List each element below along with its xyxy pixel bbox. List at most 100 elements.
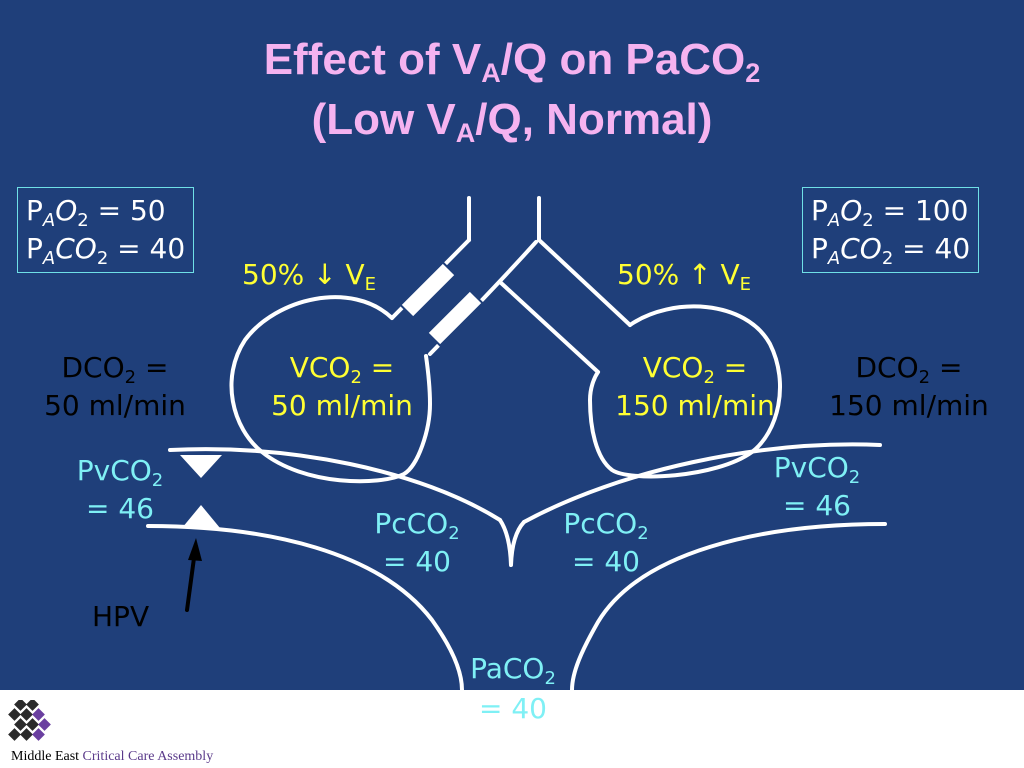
ventilation-text: 50% ↑ V	[617, 258, 740, 291]
ventilation-subscript: E	[739, 274, 752, 295]
vco2-symbol: VCO	[642, 351, 704, 384]
equals-sign: =	[136, 351, 169, 384]
right-airway-outer	[537, 238, 632, 327]
title-text: /Q on PaCO	[500, 35, 746, 84]
right-airway-inner	[498, 280, 600, 374]
right-ventilation-label: 50% ↑ VE	[617, 256, 751, 294]
right-alveolar-gas-box: PAO2 = 100 PACO2 = 40	[802, 187, 980, 273]
constriction-bar-upper	[399, 261, 457, 319]
dco2-symbol: DCO	[855, 351, 919, 384]
left-alveolar-gas-box: PAO2 = 50 PACO2 = 40	[17, 187, 195, 273]
dco2-subscript: 2	[918, 367, 931, 388]
alveolar-subscript: A	[827, 210, 841, 231]
right-alveolus	[588, 304, 782, 479]
alveolar-subscript: A	[42, 248, 56, 269]
pcco2-subscript: 2	[448, 523, 460, 544]
title-subscript: 2	[745, 58, 761, 88]
pvco2-value: = 46	[86, 492, 154, 525]
left-dco2-label: DCO2 = 50 ml/min	[20, 349, 210, 425]
title-text: Effect of V	[263, 35, 482, 84]
hpv-arrow-icon	[185, 538, 202, 612]
ventilation-text: 50% ↓ V	[242, 258, 365, 291]
left-capillary-bottom	[146, 524, 464, 690]
alveolar-subscript: A	[827, 248, 841, 269]
title-text: (Low V	[311, 95, 456, 144]
pcco2-symbol: PcCO	[374, 507, 449, 540]
title-subscript: A	[481, 58, 501, 88]
dco2-symbol: DCO	[61, 351, 125, 384]
hpv-label: HPV	[92, 600, 150, 633]
vco2-value: 150 ml/min	[615, 389, 775, 422]
equals-sign: =	[930, 351, 963, 384]
gas-value: = 100	[873, 194, 969, 227]
pressure-symbol: P	[811, 232, 828, 265]
gas-symbol: CO	[55, 232, 97, 265]
left-vco2-label: VCO2 = 50 ml/min	[252, 349, 432, 425]
paco2-symbol: PaCO	[470, 652, 545, 685]
gas-subscript: 2	[881, 248, 894, 269]
gas-value: = 40	[893, 232, 971, 265]
right-capillary-bottom	[570, 522, 887, 690]
slide-title-line2: (Low VA/Q, Normal)	[0, 94, 1024, 148]
pcco2-value: = 40	[383, 545, 451, 578]
left-capillary-top	[168, 447, 502, 522]
pvco2-symbol: PvCO	[773, 451, 849, 484]
alveolar-subscript: A	[42, 210, 56, 231]
gas-value: = 50	[88, 194, 166, 227]
ventilation-subscript: E	[364, 274, 377, 295]
organization-logo-icon	[8, 700, 51, 741]
gas-subscript: 2	[862, 210, 874, 231]
vco2-value: 50 ml/min	[271, 389, 413, 422]
pressure-symbol: P	[26, 194, 43, 227]
title-subscript: A	[455, 118, 476, 148]
vasoconstriction-triangle-lower	[182, 505, 220, 528]
dco2-subscript: 2	[124, 367, 137, 388]
paco2-subscript: 2	[544, 668, 556, 689]
vasoconstriction-triangle-upper	[180, 455, 222, 478]
left-pcco2-label: PcCO2 = 40	[352, 505, 482, 581]
vco2-subscript: 2	[703, 367, 715, 388]
slide-background: Effect of VA/Q on PaCO2 (Low VA/Q, Norma…	[0, 0, 1024, 690]
paco2-value: = 40	[479, 692, 547, 725]
organization-name: Middle East Critical Care Assembly	[11, 749, 213, 765]
slide-footer	[0, 690, 1024, 768]
pvco2-value: = 46	[783, 489, 851, 522]
gas-value: = 40	[108, 232, 186, 265]
left-alveolus	[229, 295, 432, 484]
right-vco2-label: VCO2 = 150 ml/min	[602, 349, 788, 425]
slide-title-line1: Effect of VA/Q on PaCO2	[0, 34, 1024, 88]
vco2-symbol: VCO	[289, 351, 351, 384]
right-pvco2-label: PvCO2 = 46	[752, 449, 882, 525]
right-pcco2-label: PcCO2 = 40	[541, 505, 671, 581]
gas-subscript: 2	[96, 248, 109, 269]
right-pao2-line: PAO2 = 100	[811, 192, 970, 230]
pcco2-subscript: 2	[637, 523, 649, 544]
title-text: /Q, Normal)	[475, 95, 713, 144]
hpv-constriction-bars	[399, 261, 484, 347]
pvco2-subscript: 2	[848, 467, 861, 488]
right-capillary-top	[522, 442, 882, 524]
paco2-label: PaCO2	[448, 650, 578, 688]
left-paco2-line: PACO2 = 40	[26, 230, 185, 268]
organization-title: Critical Care Assembly	[82, 749, 214, 764]
pcco2-value: = 40	[572, 545, 640, 578]
gas-subscript: 2	[77, 210, 89, 231]
pressure-symbol: P	[26, 232, 43, 265]
organization-region: Middle East	[11, 749, 80, 764]
vq-diagram	[146, 196, 887, 690]
left-pvco2-label: PvCO2 = 46	[55, 452, 185, 528]
capillary-junction	[498, 518, 526, 567]
pvco2-subscript: 2	[151, 470, 164, 491]
right-dco2-label: DCO2 = 150 ml/min	[814, 349, 1004, 425]
pressure-symbol: P	[811, 194, 828, 227]
equals-sign: =	[714, 351, 748, 384]
left-pao2-line: PAO2 = 50	[26, 192, 185, 230]
gas-symbol: O	[840, 194, 863, 227]
equals-sign: =	[361, 351, 395, 384]
dco2-value: 50 ml/min	[44, 389, 186, 422]
pvco2-symbol: PvCO	[76, 454, 152, 487]
gas-symbol: CO	[840, 232, 882, 265]
dco2-value: 150 ml/min	[829, 389, 989, 422]
right-paco2-line: PACO2 = 40	[811, 230, 970, 268]
left-ventilation-label: 50% ↓ VE	[242, 256, 376, 294]
